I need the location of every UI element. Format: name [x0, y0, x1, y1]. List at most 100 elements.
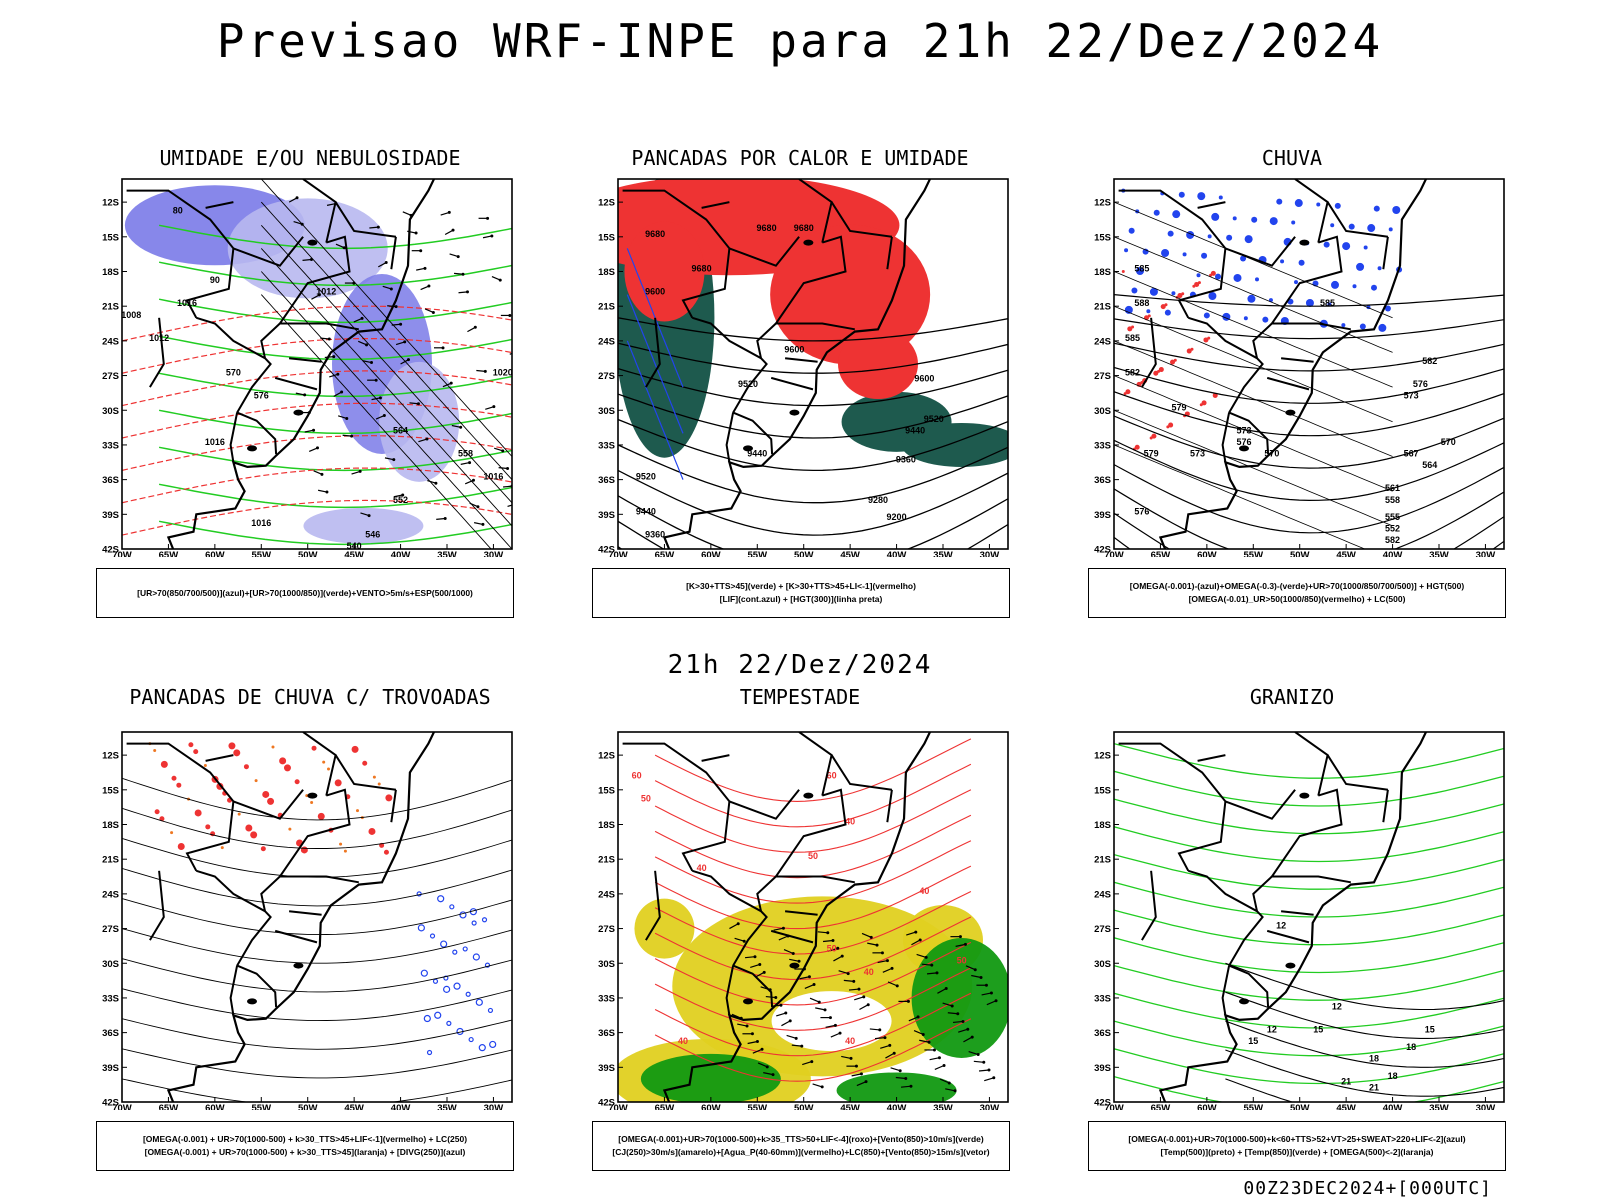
- caption-trovoadas: [OMEGA(-0.001) + UR>70(1000-500) + k>30_…: [96, 1121, 514, 1171]
- storm-cell: [243, 764, 249, 770]
- state-border: [1225, 236, 1296, 267]
- wind-vector: [329, 373, 339, 378]
- contour-label: 582: [1125, 368, 1140, 378]
- lon-tick-label: 50W: [298, 550, 318, 557]
- wind-vector-head: [935, 971, 939, 975]
- wind-vector-head: [826, 931, 830, 935]
- wind-vector-head: [781, 926, 785, 930]
- wind-vector-head: [831, 939, 835, 943]
- wind-vector: [911, 939, 921, 946]
- wind-vector-head: [869, 935, 873, 939]
- lon-tick-label: 45W: [1336, 1103, 1356, 1110]
- contour-label: 15: [1313, 1025, 1323, 1035]
- wind-vector-head: [340, 390, 344, 394]
- divergence-cell: [462, 946, 468, 952]
- wind-vector-head: [336, 372, 340, 376]
- storm-cell: [271, 745, 275, 749]
- lat-tick-label: 27S: [598, 371, 615, 382]
- lat-tick-label: 27S: [1094, 371, 1111, 382]
- contour-label: 564: [393, 425, 408, 435]
- contour-label: 12: [1332, 1002, 1342, 1012]
- state-border: [1221, 412, 1231, 463]
- pressure-contour: [260, 224, 512, 504]
- panel-umidade: UMIDADE E/OU NEBULOSIDADE: [70, 146, 550, 636]
- lat-tick-label: 27S: [1094, 924, 1111, 935]
- omega-cell: [1211, 212, 1220, 221]
- state-border: [334, 201, 397, 238]
- state-border: [692, 869, 768, 967]
- wind-vector-head: [840, 954, 844, 958]
- divergence-cell: [452, 949, 458, 955]
- pressure-contour: [260, 271, 512, 549]
- contour-label: 18: [1406, 1042, 1416, 1052]
- lat-tick-label: 12S: [598, 198, 615, 209]
- panel-title: PANCADAS POR CALOR E UMIDADE: [631, 146, 969, 170]
- rain-cell: [1210, 270, 1216, 276]
- lat-tick-label: 15S: [598, 232, 615, 243]
- divergence-cell: [484, 962, 491, 968]
- pressure-contour: [260, 248, 512, 527]
- state-border: [149, 870, 165, 941]
- temp850-contour: [1114, 992, 1504, 1029]
- state-border: [196, 316, 272, 414]
- panel-chuva: CHUVA: [1052, 146, 1532, 636]
- wind-vector-head: [449, 381, 453, 385]
- caption-line: [OMEGA(-0.001)+UR>70(1000-500)+k<60+TTS>…: [1128, 1134, 1466, 1144]
- wind-vector: [916, 953, 927, 958]
- omega-cell: [1384, 305, 1391, 312]
- divergence-cell: [434, 1011, 442, 1019]
- omega-cell: [1341, 323, 1346, 328]
- rain-cell: [1125, 389, 1131, 395]
- lat-tick-label: 39S: [1094, 510, 1111, 521]
- contour-label: 573: [1190, 449, 1205, 459]
- lat-tick-label: 42S: [102, 1098, 119, 1109]
- contour-label: 9600: [914, 373, 934, 383]
- valid-time-label: 21h 22/Dez/2024: [667, 650, 933, 680]
- height-contour: [1114, 318, 1504, 340]
- map-frame: [1113, 731, 1505, 1103]
- wind-vector-head: [312, 428, 316, 432]
- wind-vector: [952, 1020, 964, 1024]
- lat-tick-label: 15S: [1094, 785, 1111, 796]
- storm-cell: [203, 764, 207, 768]
- wind-vector: [984, 1077, 994, 1082]
- wind-vector-head: [906, 999, 910, 1003]
- lon-tick-label: 65W: [655, 1103, 675, 1110]
- wind-vector-head: [953, 1089, 957, 1093]
- omega-cell: [1243, 316, 1248, 321]
- wind-vector: [773, 927, 784, 931]
- state-border: [830, 754, 893, 791]
- lon-tick-label: 45W: [1336, 550, 1356, 557]
- lon-tick-label: 45W: [344, 550, 364, 557]
- wind-vector: [342, 434, 352, 437]
- contour-label: 90: [210, 275, 220, 285]
- wind-vector: [440, 211, 450, 216]
- wind-vector: [947, 1012, 958, 1015]
- wind-vector-head: [755, 1040, 759, 1044]
- storm-cell: [279, 757, 287, 765]
- humidity-contour: [158, 520, 512, 546]
- wind-vector-head: [970, 1035, 974, 1039]
- wind-vector: [444, 229, 454, 236]
- wind-vector-head: [423, 266, 427, 270]
- wind-vector-head: [862, 995, 866, 999]
- contour-label: 50: [641, 793, 651, 803]
- wind-vector-head: [342, 246, 346, 250]
- lat-tick-label: 42S: [1094, 1098, 1111, 1109]
- streamline: [122, 867, 512, 907]
- lake: [1239, 445, 1249, 452]
- caption-line: [OMEGA(-0.001) + UR>70(1000-500) + k>30_…: [144, 1147, 466, 1157]
- panel-title: TEMPESTADE: [739, 685, 861, 709]
- wind-vector-head: [370, 361, 374, 365]
- state-border: [1294, 179, 1329, 243]
- omega-cell: [1203, 312, 1210, 319]
- wind-vector: [817, 931, 828, 934]
- divergence-cell: [423, 1014, 431, 1023]
- wind-vector-head: [753, 955, 757, 959]
- lon-tick-label: 65W: [655, 550, 675, 557]
- state-border: [784, 910, 818, 916]
- rain-cell: [1134, 444, 1140, 450]
- state-border: [149, 317, 165, 388]
- wind-vector: [804, 984, 815, 990]
- wind-vector: [351, 470, 361, 475]
